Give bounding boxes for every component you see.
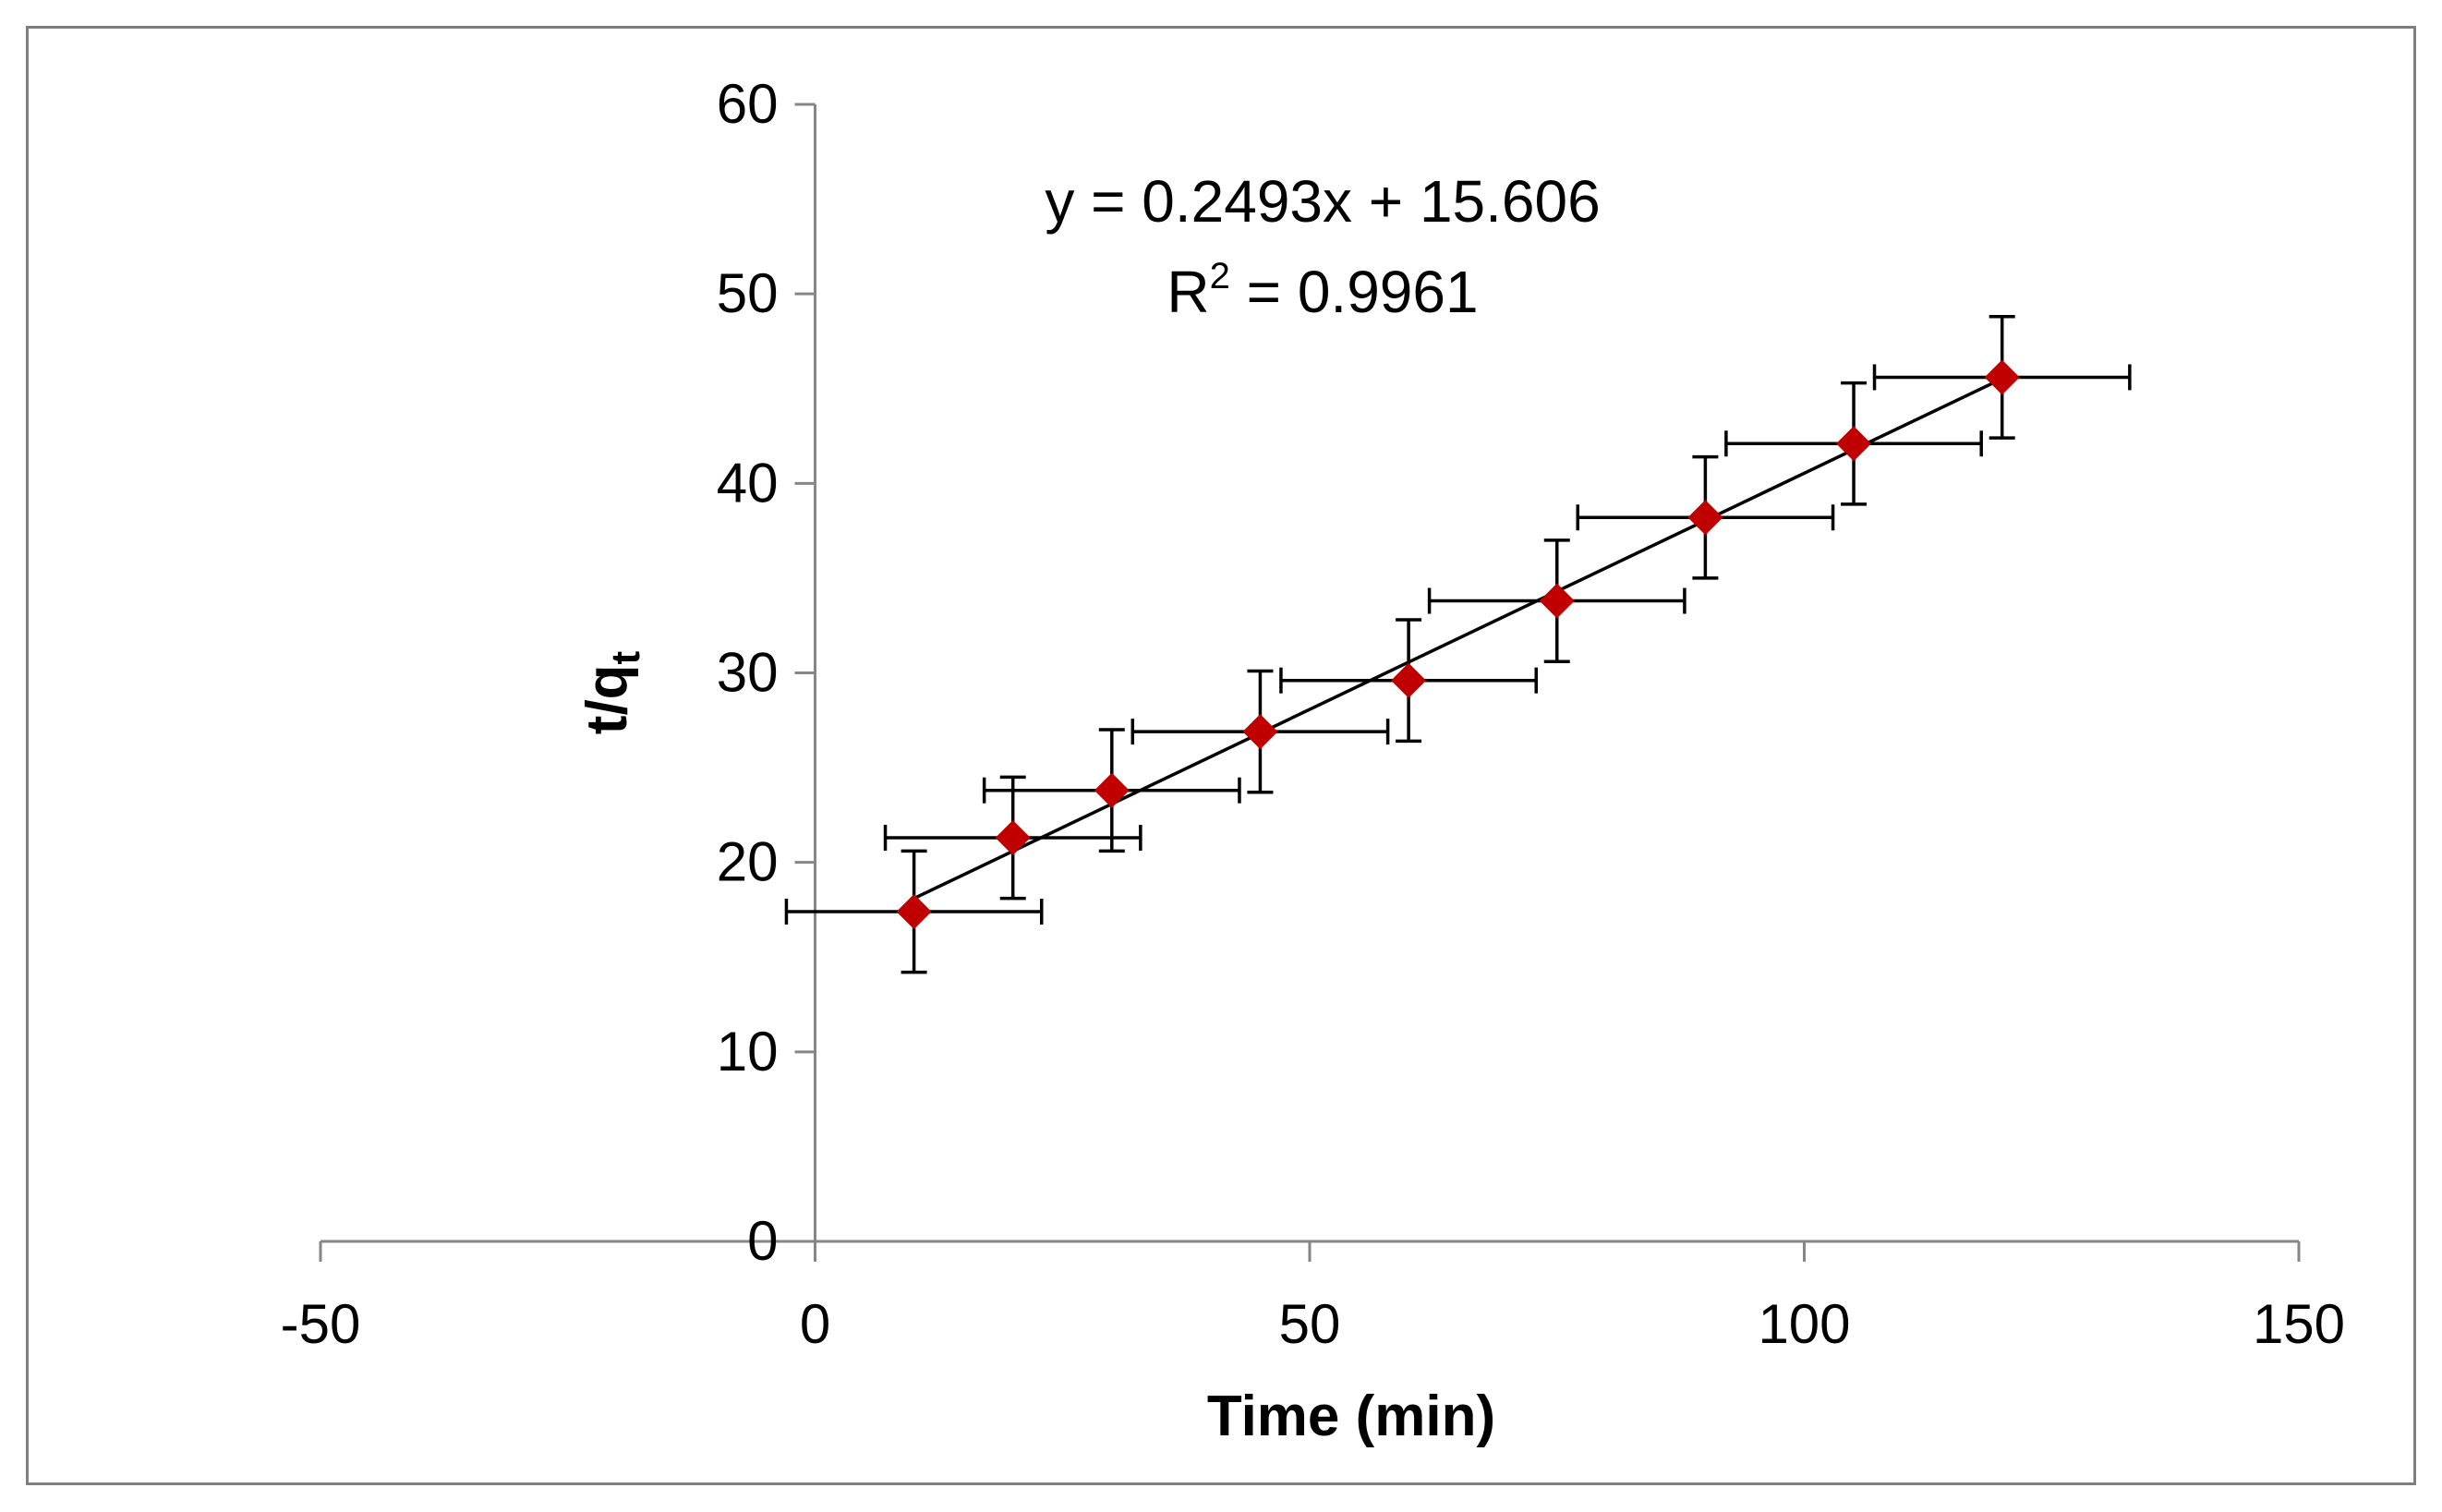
x-tick-label: -50 (281, 1293, 361, 1355)
r-squared-prefix: R (1167, 259, 1209, 325)
trendline-group (913, 377, 2003, 901)
data-point-diamond (1242, 714, 1278, 750)
data-point-diamond (896, 894, 932, 930)
y-tick-label: 30 (717, 642, 779, 704)
x-tick-label: 150 (2253, 1293, 2345, 1355)
data-point-diamond (1687, 500, 1723, 536)
r-squared-label: R2 = 0.9961 (1167, 256, 1478, 325)
y-tick-label: 10 (717, 1021, 779, 1083)
y-axis-title: t/qt (575, 650, 648, 734)
tick-labels: -50 0 50 100 150 0 10 20 30 40 50 60 (281, 73, 2345, 1355)
y-tick-label: 40 (717, 452, 779, 514)
data-point-diamond (995, 819, 1031, 855)
data-point-diamond (1094, 772, 1130, 808)
data-point-diamond (1984, 359, 2020, 395)
r-squared-value: = 0.9961 (1230, 259, 1479, 325)
data-point-diamond (1539, 583, 1575, 619)
trendline-equation: y = 0.2493x + 15.606 (1045, 168, 1600, 235)
y-tick-label: 0 (747, 1210, 778, 1272)
y-axis-title-subscript: t (603, 650, 648, 664)
data-points (896, 359, 2020, 930)
data-point-diamond (1836, 426, 1872, 462)
x-axis-title: Time (min) (1207, 1385, 1495, 1448)
y-tick-label: 60 (717, 73, 779, 135)
trendline (913, 377, 2003, 901)
axes (319, 103, 2301, 1262)
y-axis-title-main: t/q (575, 664, 639, 734)
data-point-diamond (1391, 662, 1427, 698)
y-tick-label: 50 (717, 262, 779, 324)
y-tick-label: 20 (717, 831, 779, 893)
x-tick-label: 0 (800, 1293, 830, 1355)
x-tick-label: 100 (1758, 1293, 1850, 1355)
r-squared-superscript: 2 (1210, 256, 1230, 296)
x-tick-label: 50 (1279, 1293, 1341, 1355)
